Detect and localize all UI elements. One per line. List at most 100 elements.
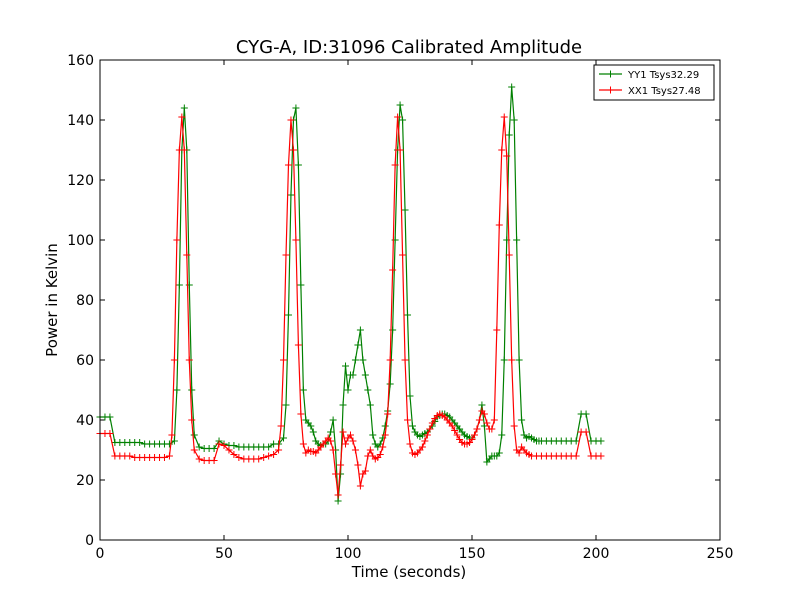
y-tick-label: 40	[76, 413, 94, 429]
data-point-yy1-tsys32-29	[351, 356, 359, 364]
data-point-xx1-tsys27-48	[188, 416, 196, 424]
axis-ticks: 0 50 100 150 200 250 0 20 40 60 80 100 120 140 160	[67, 53, 733, 562]
data-point-xx1-tsys27-48	[470, 431, 478, 439]
data-point-xx1-tsys27-48	[498, 146, 506, 154]
data-point-xx1-tsys27-48	[379, 443, 387, 451]
data-point-xx1-tsys27-48	[451, 427, 459, 434]
data-point-xx1-tsys27-48	[418, 443, 426, 451]
y-axis-label: Power in Kelvin	[43, 243, 61, 357]
data-point-xx1-tsys27-48	[500, 113, 508, 121]
plot-area-frame	[99, 59, 721, 541]
x-tick-label: 100	[335, 546, 362, 562]
data-point-yy1-tsys32-29	[309, 428, 317, 436]
x-tick-label: 250	[707, 546, 734, 562]
data-point-xx1-tsys27-48	[337, 461, 345, 469]
data-point-yy1-tsys32-29	[195, 443, 203, 451]
data-point-xx1-tsys27-48	[327, 437, 335, 445]
data-point-yy1-tsys32-29	[170, 437, 178, 445]
data-point-xx1-tsys27-48	[428, 419, 436, 427]
data-point-yy1-tsys32-29	[188, 386, 196, 394]
data-point-xx1-tsys27-48	[195, 455, 203, 463]
data-point-xx1-tsys27-48	[475, 416, 483, 424]
data-point-yy1-tsys32-29	[173, 386, 181, 394]
chart-title: CYG-A, ID:31096 Calibrated Amplitude	[236, 37, 582, 58]
data-point-yy1-tsys32-29	[334, 497, 342, 505]
data-point-yy1-tsys32-29	[500, 356, 508, 364]
data-point-yy1-tsys32-29	[294, 161, 302, 169]
data-point-yy1-tsys32-29	[136, 439, 144, 446]
data-point-yy1-tsys32-29	[401, 206, 409, 214]
data-point-yy1-tsys32-29	[297, 281, 305, 289]
data-point-xx1-tsys27-48	[210, 457, 218, 464]
data-point-xx1-tsys27-48	[255, 455, 263, 463]
data-point-yy1-tsys32-29	[190, 431, 198, 439]
data-point-xx1-tsys27-48	[572, 452, 580, 460]
data-point-yy1-tsys32-29	[508, 83, 516, 91]
data-point-yy1-tsys32-29	[498, 431, 506, 439]
data-point-xx1-tsys27-48	[215, 440, 223, 448]
data-point-xx1-tsys27-48	[297, 410, 305, 418]
series-layer	[96, 83, 605, 505]
data-point-xx1-tsys27-48	[399, 251, 407, 259]
data-point-yy1-tsys32-29	[399, 116, 407, 124]
legend-label: YY1 Tsys32.29	[627, 70, 699, 81]
data-point-yy1-tsys32-29	[299, 386, 307, 394]
data-point-yy1-tsys32-29	[404, 311, 412, 319]
data-point-xx1-tsys27-48	[401, 356, 409, 364]
y-tick-label: 60	[76, 353, 94, 369]
data-point-yy1-tsys32-29	[106, 413, 114, 421]
data-point-xx1-tsys27-48	[294, 341, 302, 349]
data-point-xx1-tsys27-48	[404, 416, 412, 424]
data-point-yy1-tsys32-29	[344, 386, 352, 394]
y-tick-label: 80	[76, 293, 94, 309]
data-point-xx1-tsys27-48	[292, 236, 300, 244]
data-point-yy1-tsys32-29	[356, 326, 364, 334]
data-point-xx1-tsys27-48	[508, 356, 516, 364]
y-tick-label: 20	[76, 473, 94, 489]
data-point-xx1-tsys27-48	[510, 422, 518, 430]
data-point-xx1-tsys27-48	[180, 146, 188, 154]
data-point-xx1-tsys27-48	[106, 430, 114, 437]
data-point-xx1-tsys27-48	[178, 113, 186, 121]
data-point-xx1-tsys27-48	[384, 410, 392, 418]
y-tick-label: 100	[67, 233, 94, 249]
data-point-xx1-tsys27-48	[488, 425, 496, 433]
data-point-xx1-tsys27-48	[287, 116, 295, 124]
data-point-yy1-tsys32-29	[342, 362, 350, 370]
data-point-xx1-tsys27-48	[376, 451, 384, 458]
data-point-xx1-tsys27-48	[220, 442, 228, 449]
data-point-xx1-tsys27-48	[329, 446, 337, 454]
data-point-yy1-tsys32-29	[366, 401, 374, 409]
data-point-xx1-tsys27-48	[386, 356, 394, 364]
data-point-yy1-tsys32-29	[369, 431, 377, 439]
data-point-yy1-tsys32-29	[265, 443, 273, 451]
data-point-yy1-tsys32-29	[327, 428, 335, 436]
data-point-yy1-tsys32-29	[307, 422, 315, 430]
y-tick-label: 160	[67, 53, 94, 69]
data-point-xx1-tsys27-48	[503, 152, 511, 160]
data-point-xx1-tsys27-48	[332, 470, 340, 478]
legend-entry: XX1 Tsys27.48	[599, 86, 701, 97]
x-tick-label: 150	[459, 546, 486, 562]
data-point-yy1-tsys32-29	[505, 131, 513, 139]
legend-label: XX1 Tsys27.48	[628, 86, 701, 97]
data-point-xx1-tsys27-48	[351, 446, 359, 454]
data-point-yy1-tsys32-29	[515, 356, 523, 364]
data-point-yy1-tsys32-29	[386, 380, 394, 388]
data-point-yy1-tsys32-29	[518, 416, 526, 424]
data-point-yy1-tsys32-29	[597, 437, 605, 445]
data-point-xx1-tsys27-48	[354, 461, 362, 469]
data-point-yy1-tsys32-29	[406, 392, 414, 400]
y-tick-label: 120	[67, 173, 94, 189]
data-point-xx1-tsys27-48	[190, 446, 198, 454]
data-point-xx1-tsys27-48	[473, 425, 481, 433]
data-point-yy1-tsys32-29	[359, 356, 367, 364]
data-point-xx1-tsys27-48	[185, 356, 193, 364]
data-point-yy1-tsys32-29	[180, 104, 188, 112]
data-point-xx1-tsys27-48	[366, 446, 374, 454]
data-point-xx1-tsys27-48	[339, 428, 347, 436]
x-tick-label: 0	[96, 546, 105, 562]
data-point-yy1-tsys32-29	[210, 445, 218, 452]
data-point-xx1-tsys27-48	[448, 422, 456, 430]
data-point-xx1-tsys27-48	[173, 236, 181, 244]
